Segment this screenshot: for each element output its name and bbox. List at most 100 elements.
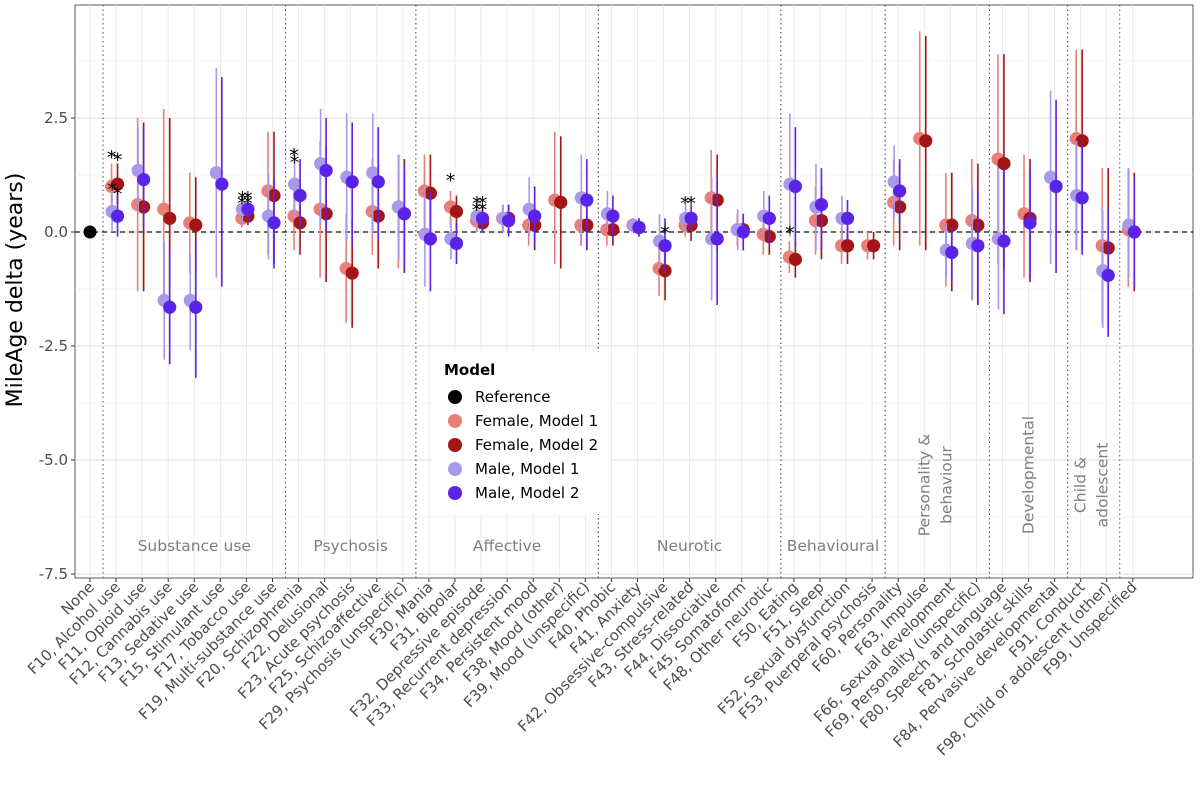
point-male-model-2	[788, 179, 802, 193]
significance-star: *	[680, 193, 690, 215]
plot-panel	[74, 4, 1194, 579]
significance-star: *	[660, 222, 670, 244]
legend-box	[432, 352, 610, 514]
y-axis: 2.5 0.0 -2.5 -5.0 -7.5	[39, 109, 75, 583]
point-female-model-2	[997, 157, 1011, 171]
point-male-model-2	[997, 234, 1011, 248]
point-male-model-2	[840, 211, 855, 225]
legend-label-male-model-1: Male, Model 1	[475, 460, 579, 478]
point-male-model-2	[658, 239, 672, 253]
significance-star: *	[785, 222, 795, 244]
point-male-model-2	[397, 207, 411, 221]
point-male-model-2	[163, 300, 177, 314]
point-male-model-2	[945, 245, 959, 260]
legend-key-male-model-2	[448, 486, 462, 500]
significance-star: *	[113, 184, 123, 206]
point-male-model-2	[110, 209, 125, 223]
significance-star: *	[290, 152, 300, 174]
point-male-model-2	[371, 175, 385, 189]
point-male-model-2	[814, 198, 829, 212]
point-male-model-2	[502, 214, 516, 228]
legend-key-reference	[448, 390, 462, 404]
point-male-model-1	[287, 177, 302, 191]
significance-star: *	[237, 193, 247, 215]
significance-star: *	[238, 188, 248, 210]
legend-key-male-model-1	[448, 462, 462, 476]
y-tick-label: 0.0	[44, 223, 68, 241]
y-tick-label: 2.5	[44, 109, 68, 127]
significance-star: *	[472, 193, 482, 215]
point-male-model-2	[632, 220, 646, 235]
group-label: Child & adolescent	[1072, 443, 1112, 528]
point-female-model-2	[867, 239, 881, 253]
point-male-model-2	[762, 211, 776, 225]
group-label: Substance use	[138, 537, 251, 555]
group-label-line: adolescent	[1094, 443, 1112, 528]
point-female-model-2	[163, 211, 177, 225]
point-female-model-2	[449, 204, 464, 219]
point-male-model-2	[241, 202, 255, 216]
point-female-model-2	[788, 252, 802, 266]
significance-star: *	[478, 193, 488, 215]
point-male-model-2	[1049, 179, 1063, 193]
point-male-model-2	[423, 232, 438, 246]
point-female-model-2	[189, 218, 203, 232]
point-male-model-2	[1127, 225, 1141, 239]
significance-star: *	[107, 179, 117, 201]
group-labels: Substance use Psychosis Affective Neurotic B…	[138, 416, 1112, 555]
point-male-model-2	[475, 211, 490, 225]
point-female-model-2	[840, 239, 855, 253]
point-male-model-2	[736, 225, 750, 239]
point-female-model-2	[345, 266, 359, 280]
grid	[75, 5, 1193, 578]
y-tick-label: -7.5	[39, 565, 68, 583]
legend-label-male-model-2: Male, Model 2	[475, 484, 579, 502]
point-male-model-2	[345, 175, 359, 189]
legend-title: Model	[444, 361, 495, 379]
group-label: Affective	[473, 537, 541, 555]
reference-point	[83, 225, 97, 239]
legend-label-female-model-1: Female, Model 1	[475, 412, 598, 430]
group-label-line: behaviour	[937, 445, 955, 523]
point-male-model-2	[189, 300, 203, 314]
y-tick-label: -2.5	[39, 337, 68, 355]
significance-star: *	[289, 145, 299, 167]
point-male-model-2	[319, 163, 333, 178]
legend-label-reference: Reference	[475, 388, 551, 406]
point-male-model-2	[893, 184, 907, 198]
point-female-model-2	[110, 177, 125, 191]
group-label: Personality & behaviour	[915, 434, 955, 536]
point-male-model-2	[710, 232, 724, 246]
group-label-line: Child &	[1072, 457, 1090, 513]
point-male-model-2	[971, 239, 985, 253]
significance-star: *	[686, 193, 696, 215]
significance-star: *	[243, 193, 253, 215]
legend-key-female-model-1	[448, 414, 462, 428]
significance-star: *	[243, 188, 253, 210]
point-male-model-1	[209, 166, 223, 180]
significance-star: *	[107, 147, 117, 169]
point-male-model-2	[684, 211, 698, 225]
legend-label-female-model-2: Female, Model 2	[475, 436, 598, 454]
legend-key-female-model-2	[448, 438, 462, 452]
group-label-line: Personality &	[915, 434, 933, 536]
data-marks	[83, 31, 1141, 378]
point-male-model-2	[215, 177, 229, 191]
point-male-model-2	[1075, 191, 1089, 205]
point-female-model-2	[1075, 134, 1089, 148]
point-male-model-2	[1101, 268, 1115, 282]
group-label: Psychosis	[313, 537, 388, 555]
point-male-model-2	[293, 188, 307, 203]
point-male-model-2	[580, 193, 594, 207]
group-label: Neurotic	[657, 537, 722, 555]
point-male-model-2	[267, 216, 281, 230]
significance-star: *	[113, 149, 123, 171]
significance-star: *	[478, 200, 488, 222]
significance-star: *	[446, 170, 456, 192]
point-female-model-2	[554, 195, 568, 209]
point-male-model-2	[1023, 216, 1037, 230]
legend: Model Reference Female, Model 1 Female, …	[432, 352, 610, 514]
point-male-model-2	[606, 209, 620, 223]
